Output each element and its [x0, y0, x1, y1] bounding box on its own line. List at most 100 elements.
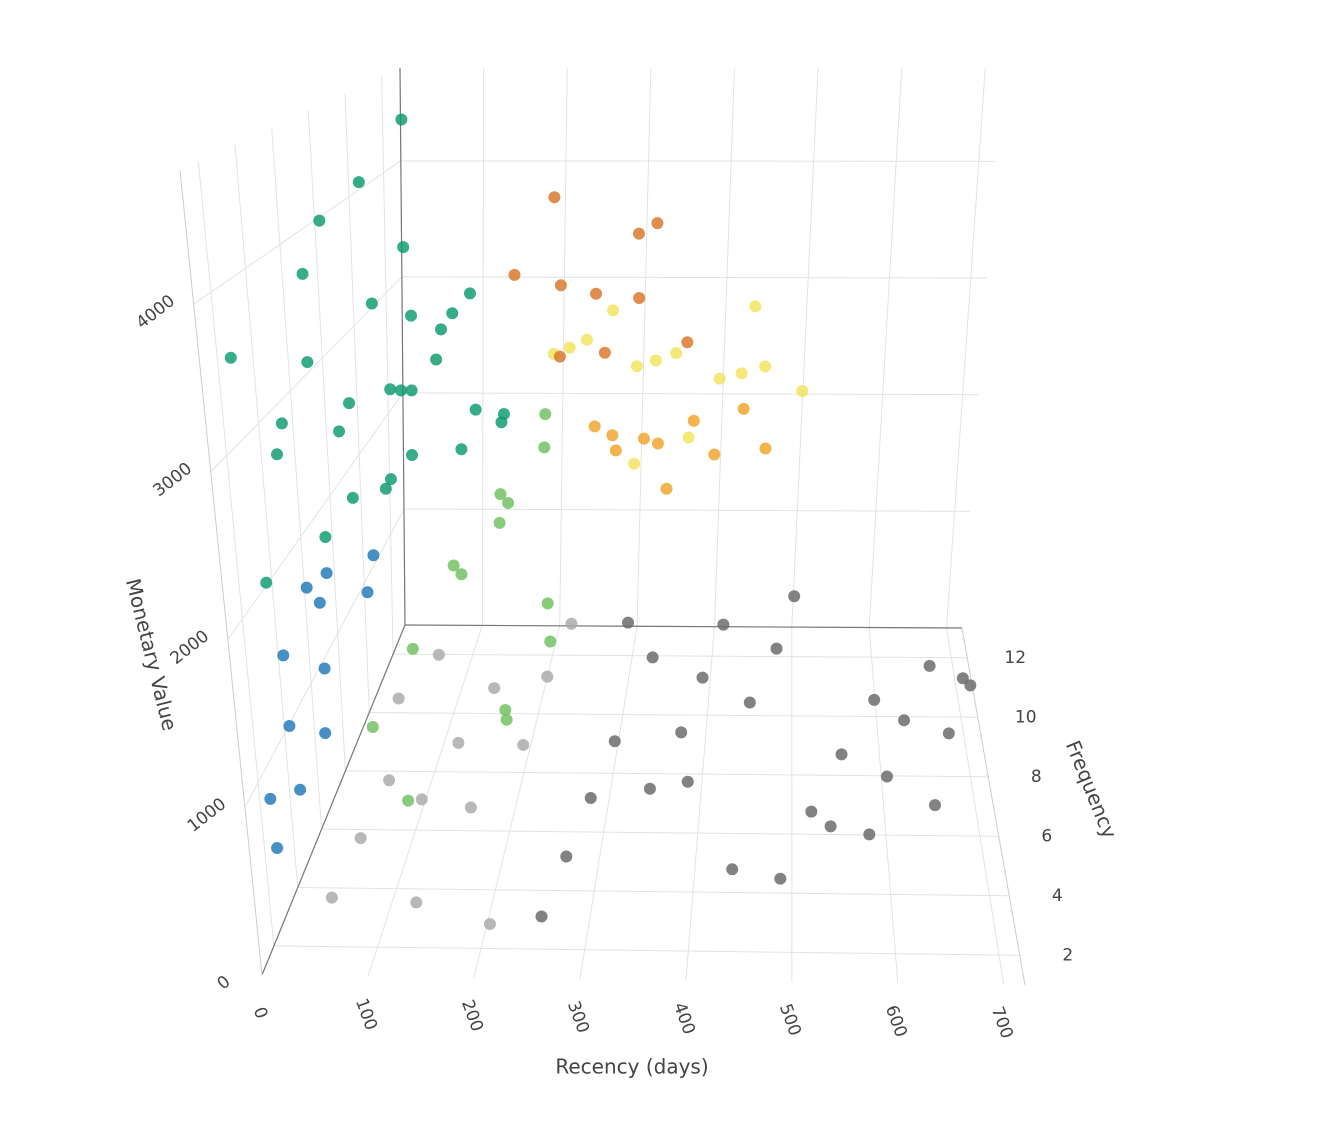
data-point	[942, 727, 955, 740]
data-point	[670, 347, 683, 360]
point-layer	[224, 113, 977, 931]
data-point	[539, 408, 552, 421]
x-tick-label: 500	[775, 1001, 805, 1038]
data-point	[320, 567, 333, 580]
data-point	[956, 672, 969, 685]
axis-line	[261, 624, 406, 976]
data-point	[863, 828, 876, 841]
data-point	[598, 346, 611, 359]
data-point	[318, 662, 331, 675]
label-layer: 0 100 200 300 400 500 600 700 2 4 6 8 10 12 0 1000 2000 3…	[132, 291, 1073, 1041]
grid-line	[197, 161, 275, 946]
data-point	[365, 297, 378, 310]
data-point	[469, 403, 482, 416]
data-point	[432, 648, 445, 661]
y-tick-label: 12	[1004, 648, 1026, 668]
data-point	[628, 457, 641, 470]
data-point	[270, 448, 283, 461]
grid-line	[402, 392, 979, 396]
data-point	[410, 896, 423, 909]
y-tick-label: 8	[1031, 767, 1042, 787]
data-point	[260, 576, 273, 589]
axis-layer	[179, 67, 1026, 986]
data-point	[681, 775, 694, 788]
data-point	[749, 300, 762, 313]
data-point	[898, 714, 911, 727]
data-point	[271, 841, 284, 854]
data-point	[264, 792, 277, 805]
grid-line	[381, 76, 394, 655]
data-point	[402, 794, 415, 807]
data-point	[584, 792, 597, 805]
grid-line	[193, 160, 402, 305]
data-point	[681, 336, 694, 349]
data-point	[553, 350, 566, 363]
data-point	[590, 287, 603, 300]
data-point	[770, 642, 783, 655]
data-point	[880, 770, 893, 783]
data-point	[392, 692, 405, 705]
data-point	[313, 596, 326, 609]
data-point	[541, 670, 554, 683]
data-point	[296, 267, 309, 280]
grid-line	[685, 626, 715, 981]
data-point	[319, 727, 332, 740]
data-point	[384, 473, 397, 486]
x-tick-label: 400	[669, 1000, 699, 1037]
data-point	[488, 682, 501, 695]
data-point	[805, 805, 818, 818]
data-point	[717, 618, 730, 631]
data-point	[415, 793, 428, 806]
data-point	[548, 191, 561, 204]
data-point	[383, 774, 396, 787]
y-tick-label: 6	[1041, 826, 1052, 846]
grid-line	[210, 276, 403, 473]
data-point	[300, 581, 313, 594]
data-point	[483, 918, 496, 931]
data-point	[743, 696, 756, 709]
data-point	[494, 488, 507, 501]
data-point	[495, 416, 508, 429]
data-point	[502, 496, 515, 509]
data-point	[923, 659, 936, 672]
axis-line	[404, 624, 963, 629]
data-point	[735, 367, 748, 380]
data-point	[447, 559, 460, 572]
data-point	[541, 597, 554, 610]
grid-line	[946, 627, 1005, 985]
data-point	[646, 651, 659, 664]
data-point	[824, 820, 837, 833]
data-point	[632, 227, 645, 240]
y-tick-label: 4	[1052, 886, 1063, 906]
data-point	[651, 217, 664, 230]
x-tick-label: 100	[351, 996, 381, 1033]
x-tick-label: 200	[457, 997, 487, 1034]
data-point	[563, 341, 576, 354]
grid-line	[636, 67, 652, 627]
grid-line	[401, 276, 988, 279]
axis-line	[399, 67, 406, 626]
data-point	[651, 437, 664, 450]
data-point	[682, 431, 695, 444]
data-point	[608, 735, 621, 748]
data-point	[493, 516, 506, 529]
data-point	[366, 720, 379, 733]
data-point	[283, 719, 296, 732]
z-tick-label: 4000	[132, 291, 178, 333]
data-point	[964, 679, 977, 692]
data-point	[788, 590, 801, 603]
data-point	[554, 279, 567, 292]
data-point	[535, 910, 548, 923]
data-point	[759, 360, 772, 373]
data-point	[405, 384, 418, 397]
data-point	[868, 693, 881, 706]
data-point	[580, 333, 593, 346]
x-tick-label: 700	[987, 1004, 1017, 1041]
data-point	[455, 568, 468, 581]
data-point	[622, 616, 635, 629]
data-point	[397, 241, 410, 254]
data-point	[277, 649, 290, 662]
data-point	[343, 397, 356, 410]
